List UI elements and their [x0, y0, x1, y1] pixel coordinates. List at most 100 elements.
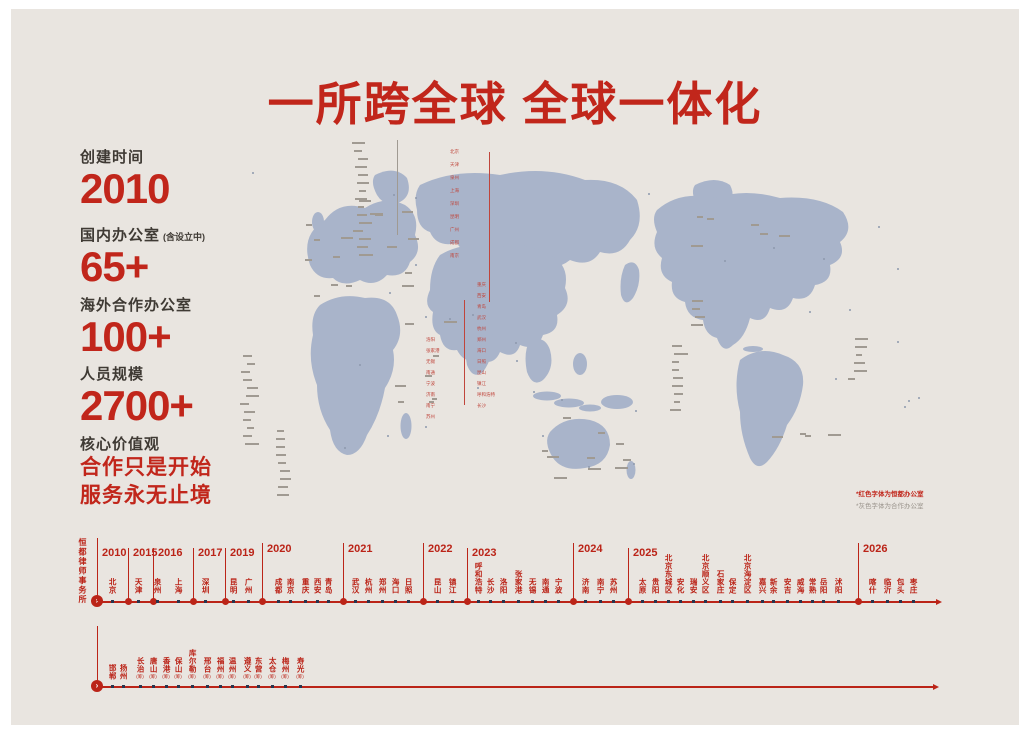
timeline-city-dot: [326, 600, 330, 604]
timeline-city-name: 福州: [216, 657, 226, 673]
map-gray-leader-line: [397, 140, 398, 235]
timeline-city-dot: [516, 600, 520, 604]
map-dot: [896, 340, 899, 343]
timeline-city: 青岛: [322, 578, 334, 594]
timeline-city-name: 贵阳: [651, 578, 661, 594]
timeline-city: 广州: [242, 578, 254, 594]
timeline-year-tick: [467, 548, 469, 601]
timeline-city-name: 邯郸: [108, 664, 118, 680]
map-partner-label-mark: [623, 459, 632, 462]
timeline-city: 宁波: [552, 578, 564, 594]
map-partner-label-mark: [855, 346, 867, 348]
stat-label: 创建时间: [80, 149, 145, 166]
timeline-city-name: 广州: [244, 578, 254, 594]
timeline-city-dot: [598, 600, 602, 604]
timeline-city-name: 唐山: [149, 657, 159, 673]
timeline-year-label: 2019: [230, 547, 255, 559]
timeline-city-dot: [276, 600, 280, 604]
timeline-year-tick: [128, 548, 130, 601]
timeline-year-dot: [340, 598, 347, 605]
map-partner-label-mark: [546, 456, 559, 459]
timeline-city-name: 瑞安: [689, 578, 699, 594]
timeline-city-dot: [110, 600, 114, 604]
timeline-city: 南京: [284, 578, 296, 594]
map-office-label: 昆明: [450, 214, 459, 219]
map-partner-label-mark: [563, 416, 572, 419]
timeline-city-name: 洛阳: [499, 578, 509, 594]
legend-gray-note: *灰色字体为合作办公室: [856, 503, 924, 511]
stat-label: 国内办公室: [80, 227, 161, 244]
timeline-prep-city: 福州 (筹): [214, 657, 226, 680]
timeline-city-dot: [911, 600, 915, 604]
map-partner-label-mark: [346, 284, 353, 287]
timeline-city-dot: [821, 600, 825, 604]
map-partner-label-mark: [243, 419, 251, 421]
timeline-year-label: 2017: [198, 547, 223, 559]
map-partner-label-mark: [799, 433, 807, 436]
map-office-label: 武汉: [477, 315, 486, 320]
map-office-label: 宁波: [426, 381, 435, 386]
timeline-city-name: 南京: [286, 578, 296, 594]
timeline-city-dot: [176, 685, 180, 689]
map-partner-label-mark: [395, 384, 406, 387]
timeline-city-dot: [836, 600, 840, 604]
city-prep-note: (筹): [296, 674, 304, 679]
timeline-city: 北京: [106, 578, 118, 594]
timeline-city-name: 寿光: [296, 657, 306, 673]
timeline-city-dot: [393, 600, 397, 604]
city-prep-note: (筹): [216, 674, 224, 679]
map-partner-label-mark: [588, 467, 601, 470]
stat-label: 海外合作办公室: [80, 297, 193, 314]
timeline-city-dot: [798, 600, 802, 604]
map-partner-label-mark: [354, 150, 362, 152]
timeline-city-dot: [476, 600, 480, 604]
map-office-label: 张家港: [426, 348, 440, 353]
timeline-city-name: 成都: [274, 578, 284, 594]
map-partner-label-mark: [352, 142, 366, 144]
timeline-city-dot: [691, 600, 695, 604]
timeline-city: 泉州: [151, 578, 163, 594]
timeline-start-marker: ›: [91, 595, 103, 607]
timeline-city-dot: [666, 600, 670, 604]
map-partner-label-mark: [277, 494, 289, 496]
timeline-year-dot: [625, 598, 632, 605]
timeline-city: 包头: [894, 578, 906, 594]
stat-value: 2700+: [80, 382, 194, 429]
timeline-city-name: 北京: [108, 578, 118, 594]
map-partner-label-mark: [671, 345, 683, 347]
map-office-label: 海口: [477, 348, 486, 353]
timeline-city: 新余: [767, 578, 779, 594]
timeline-city: 威海: [794, 578, 806, 594]
map-partner-label-mark: [357, 182, 369, 184]
map-dot: [533, 391, 536, 394]
map-partner-label-mark: [306, 223, 312, 226]
map-partner-label-mark: [402, 284, 415, 287]
timeline-city-name: 遵义: [243, 657, 253, 673]
timeline-city: 北京东城区: [662, 554, 674, 594]
map-partner-label-mark: [359, 254, 373, 256]
map-dot: [848, 308, 851, 311]
map-dot: [359, 363, 362, 366]
timeline-city: 洛阳: [497, 578, 509, 594]
map-partner-label-mark: [671, 361, 680, 363]
timeline-city: 天津: [132, 578, 144, 594]
map-partner-label-mark: [358, 190, 367, 192]
timeline-year-tick: [262, 543, 264, 601]
timeline-city-dot: [640, 600, 644, 604]
city-prep-note: (筹): [149, 674, 157, 679]
timeline-city-name: 香港: [162, 657, 172, 673]
timeline-city-dot: [678, 600, 682, 604]
map-partner-label-mark: [615, 466, 629, 469]
city-prep-note: (筹): [254, 674, 262, 679]
timeline-city-dot: [245, 685, 249, 689]
timeline-city-name: 威海: [796, 578, 806, 594]
timeline-city-dot: [315, 600, 319, 604]
map-dot: [393, 193, 396, 196]
timeline-city-dot: [583, 600, 587, 604]
map-office-label: 昆山: [477, 370, 486, 375]
timeline-city-name: 镇江: [448, 578, 458, 594]
map-partner-label-mark: [674, 353, 688, 355]
city-prep-note: (筹): [162, 674, 170, 679]
brand-vertical-label: 恒都律师事务所: [78, 538, 87, 605]
timeline-city-dot: [898, 600, 902, 604]
